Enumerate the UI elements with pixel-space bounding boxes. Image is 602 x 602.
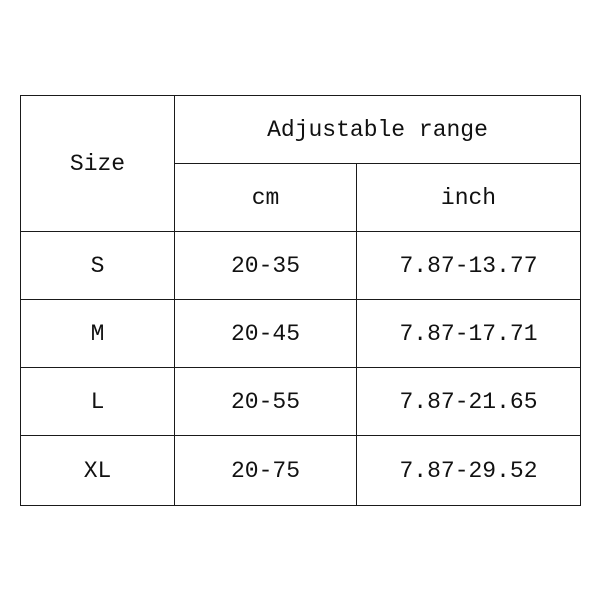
- size-table: Size Adjustable range cm inch S 20-35 7.…: [20, 95, 581, 506]
- subheader-row: cm inch: [21, 163, 581, 232]
- header-row: Size Adjustable range: [20, 95, 581, 232]
- size-cell: XL: [20, 435, 175, 506]
- inch-cell: 7.87-13.77: [356, 231, 581, 300]
- table-row: M 20-45 7.87-17.71: [20, 299, 581, 368]
- table-row: XL 20-75 7.87-29.52: [20, 435, 581, 506]
- cm-cell: 20-45: [174, 299, 357, 368]
- size-cell: M: [20, 299, 175, 368]
- cm-cell: 20-35: [174, 231, 357, 300]
- header-cm: cm: [174, 163, 357, 232]
- header-inch: inch: [356, 163, 581, 232]
- cm-cell: 20-55: [174, 367, 357, 436]
- size-cell: S: [20, 231, 175, 300]
- inch-cell: 7.87-21.65: [356, 367, 581, 436]
- table-row: S 20-35 7.87-13.77: [20, 231, 581, 300]
- header-size: Size: [20, 95, 175, 232]
- cm-cell: 20-75: [174, 435, 357, 506]
- table-row: L 20-55 7.87-21.65: [20, 367, 581, 436]
- inch-cell: 7.87-29.52: [356, 435, 581, 506]
- size-cell: L: [20, 367, 175, 436]
- inch-cell: 7.87-17.71: [356, 299, 581, 368]
- header-adjustable-range: Adjustable range: [174, 95, 581, 164]
